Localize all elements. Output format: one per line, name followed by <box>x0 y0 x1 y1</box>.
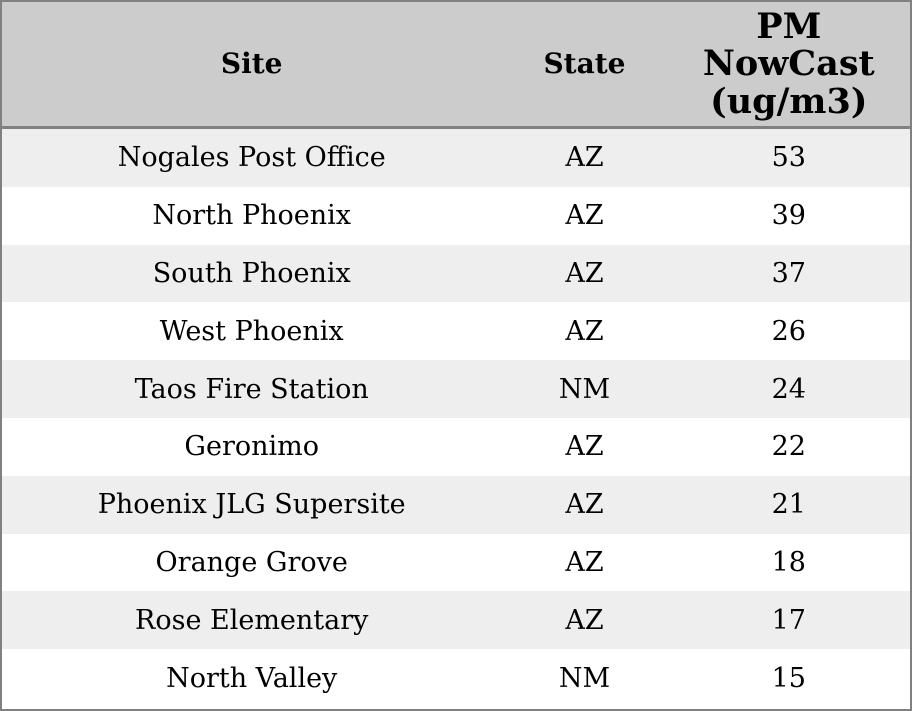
pm-cell: 17 <box>771 604 806 636</box>
site-cell: South Phoenix <box>152 257 351 289</box>
pm-cell: 15 <box>771 662 806 694</box>
state-cell: AZ <box>565 604 604 636</box>
table-row: Phoenix JLG Supersite AZ 21 <box>2 475 910 534</box>
site-cell: Phoenix JLG Supersite <box>97 489 406 521</box>
table-row: North Phoenix AZ 39 <box>2 186 910 245</box>
pm-cell: 53 <box>771 142 806 174</box>
state-cell: NM <box>558 373 611 405</box>
table-body: Nogales Post Office AZ 53 North Phoenix … <box>2 127 910 707</box>
state-cell: AZ <box>565 257 604 289</box>
header-row: Site State PM NowCast (ug/m3) <box>2 2 910 129</box>
table-row: West Phoenix AZ 26 <box>2 302 910 361</box>
state-cell: AZ <box>565 142 604 174</box>
table-row: South Phoenix AZ 37 <box>2 244 910 303</box>
site-cell: North Valley <box>166 662 338 694</box>
pm-cell: 22 <box>771 431 806 463</box>
col-header-state: State <box>501 2 668 129</box>
pm-cell: 18 <box>771 546 806 578</box>
state-cell: NM <box>558 662 611 694</box>
site-cell: Nogales Post Office <box>117 142 386 174</box>
site-cell: North Phoenix <box>152 200 352 232</box>
pm-cell: 37 <box>771 257 806 289</box>
col-header-site: Site <box>2 2 502 129</box>
pm-cell: 24 <box>771 373 806 405</box>
table-row: North Valley NM 15 <box>2 649 910 707</box>
pm-cell: 26 <box>771 315 806 347</box>
pm-cell: 39 <box>771 200 806 232</box>
state-cell: AZ <box>565 431 604 463</box>
table-row: Taos Fire Station NM 24 <box>2 360 910 418</box>
site-cell: Taos Fire Station <box>134 373 369 405</box>
table-row: Rose Elementary AZ 17 <box>2 591 910 650</box>
site-cell: Rose Elementary <box>135 604 369 636</box>
site-cell: Geronimo <box>184 431 319 463</box>
state-cell: AZ <box>565 315 604 347</box>
table-row: Geronimo AZ 22 <box>2 417 910 476</box>
site-cell: Orange Grove <box>155 546 348 578</box>
state-cell: AZ <box>565 200 604 232</box>
pm-cell: 21 <box>771 489 806 521</box>
state-cell: AZ <box>565 546 604 578</box>
table-row: Orange Grove AZ 18 <box>2 533 910 592</box>
col-header-pm-nowcast: PM NowCast (ug/m3) <box>667 2 910 129</box>
table-header: Site State PM NowCast (ug/m3) <box>2 2 910 129</box>
table-row: Nogales Post Office AZ 53 <box>2 127 910 187</box>
state-cell: AZ <box>565 489 604 521</box>
site-cell: West Phoenix <box>159 315 344 347</box>
